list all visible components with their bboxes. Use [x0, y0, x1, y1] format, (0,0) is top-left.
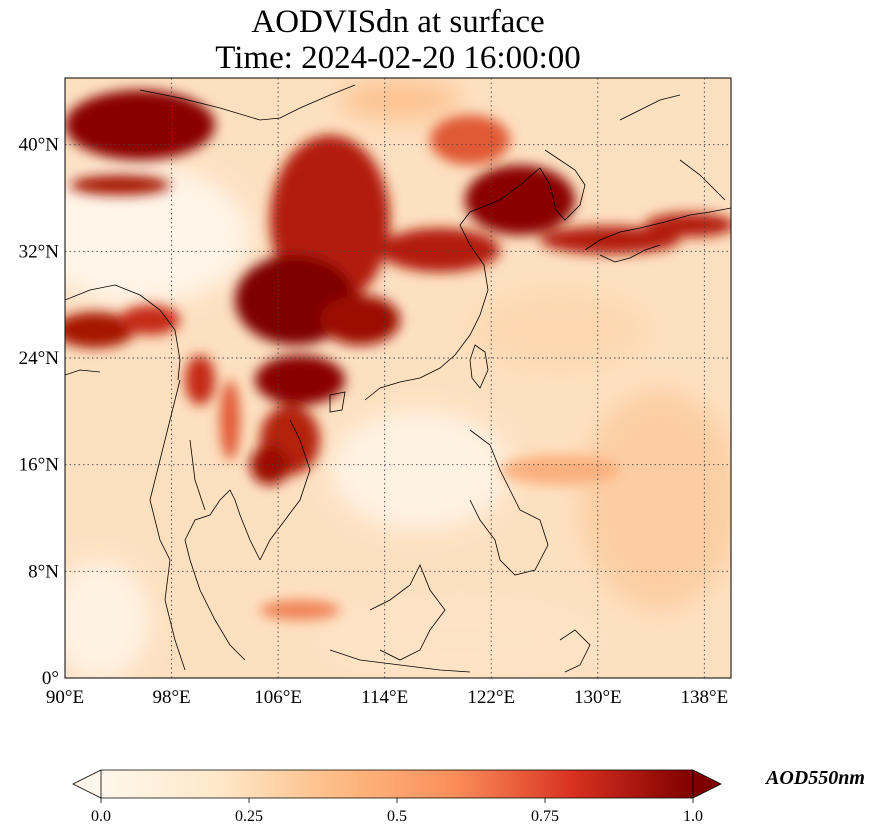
y-tick-label: 0°	[42, 668, 59, 689]
y-tick-label: 24°N	[19, 348, 60, 369]
colorbar-tick-label: 1.0	[683, 808, 703, 825]
y-tick-label: 32°N	[19, 241, 60, 262]
colorbar-tick-label: 0.5	[387, 808, 407, 825]
colorbar-tick-label: 0.0	[91, 808, 111, 825]
x-tick-label: 114°E	[361, 687, 408, 708]
colorbar-extend-max	[692, 769, 722, 799]
colorbar: 0.0 0.25 0.5 0.75 1.0	[72, 769, 722, 825]
y-tick-label: 8°N	[28, 561, 59, 582]
x-tick-label: 138°E	[681, 687, 729, 708]
plot-title: AODVISdn at surface	[251, 4, 545, 40]
colorbar-units-label: AOD550nm	[766, 767, 865, 789]
x-tick-label: 106°E	[254, 687, 302, 708]
colorbar-gradient	[101, 770, 693, 798]
x-tick-label: 122°E	[467, 687, 515, 708]
y-tick-label: 40°N	[19, 135, 60, 156]
plot-subtitle: Time: 2024-02-20 16:00:00	[215, 40, 581, 76]
gridlines	[65, 78, 731, 678]
x-tick-label: 98°E	[152, 687, 190, 708]
y-tick-label: 16°N	[19, 455, 60, 476]
coastlines	[65, 84, 731, 673]
colorbar-tick-labels: 0.0 0.25 0.5 0.75 1.0	[91, 798, 703, 825]
map-frame	[64, 77, 732, 679]
aod-field	[65, 78, 731, 678]
y-tick-labels: 0° 8°N 16°N 24°N 32°N 40°N	[19, 135, 60, 689]
x-tick-labels: 90°E 98°E 106°E 114°E 122°E 130°E 138°E	[46, 687, 728, 708]
colorbar-extend-min	[72, 769, 102, 799]
colorbar-tick-label: 0.25	[235, 808, 263, 825]
colorbar-tick-label: 0.75	[531, 808, 559, 825]
x-tick-label: 90°E	[46, 687, 84, 708]
x-tick-label: 130°E	[574, 687, 622, 708]
